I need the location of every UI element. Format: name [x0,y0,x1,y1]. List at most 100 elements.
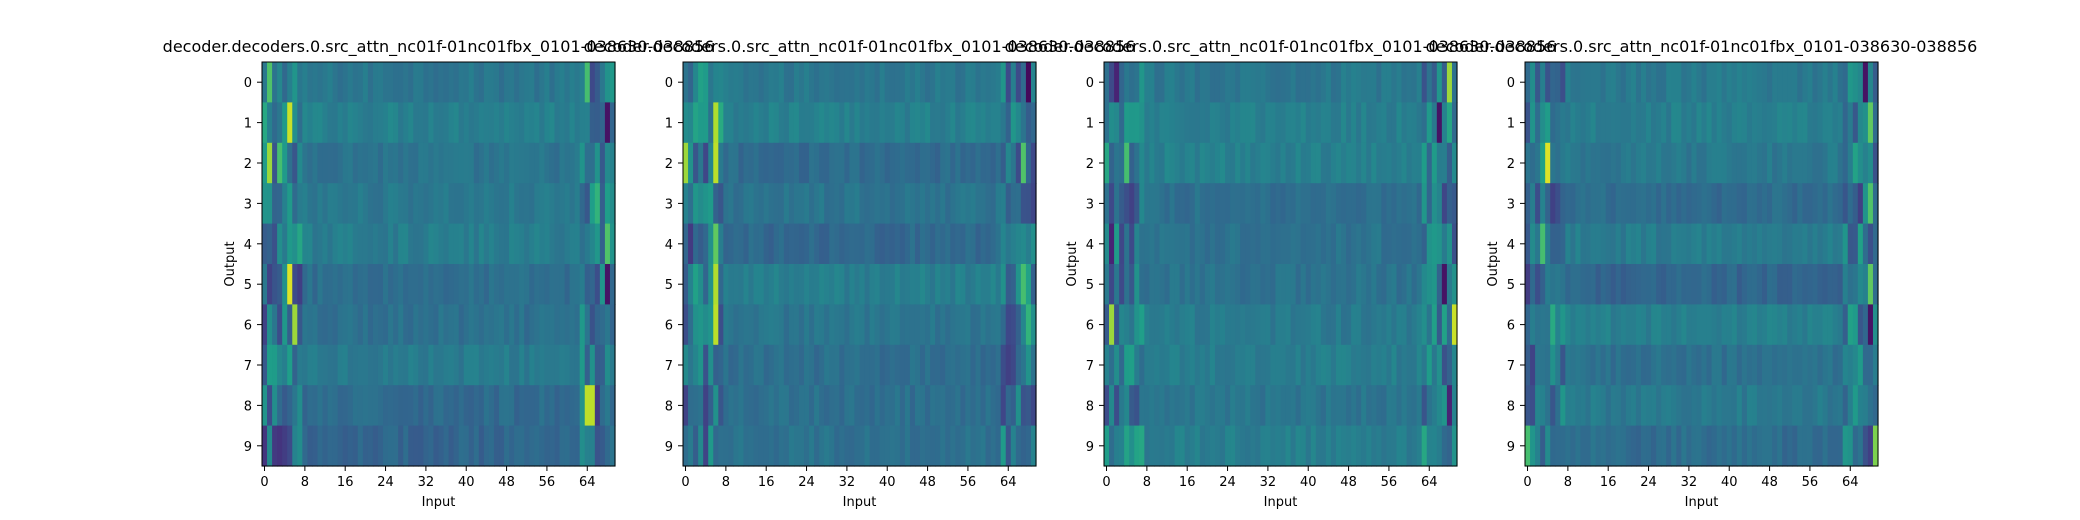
heatmap-cell [1605,62,1612,103]
heatmap-cell [1366,264,1372,305]
heatmap-cell [980,385,987,427]
heatmap-cell [307,344,314,386]
heatmap-cell [423,102,430,144]
heatmap-cell [688,304,694,346]
heatmap-cell [1245,425,1251,467]
x-tick-label: 24 [798,475,815,490]
heatmap-cell [1109,304,1115,346]
heatmap-cell [372,223,379,265]
heatmap-cell [1169,223,1176,265]
heatmap-cell [985,264,992,305]
heatmap-cell [1025,385,1032,427]
heatmap-cell [1620,344,1627,386]
heatmap-cell [1756,425,1763,467]
heatmap-cell [909,385,916,427]
heatmap-cell [1149,385,1156,427]
heatmap-cells [683,62,1037,467]
heatmap-cell [1260,62,1266,103]
heatmap-cell [549,344,556,386]
heatmap-cell [1315,62,1322,103]
heatmap-cell [413,304,419,346]
heatmap-cell [1545,183,1551,225]
heatmap-cell [1245,142,1251,184]
heatmap-cell [1371,62,1377,103]
heatmap-cell [1310,264,1317,305]
heatmap-cell [884,62,891,103]
heatmap-cell [995,344,1002,386]
heatmap-cell [1580,62,1587,103]
heatmap-cell [1842,385,1849,427]
heatmap-cell [1615,62,1622,103]
heatmap-cell [478,223,485,265]
heatmap-cell [1802,264,1808,305]
heatmap-cell [1580,183,1587,225]
heatmap-cell [1139,264,1145,305]
heatmap-cell [488,304,495,346]
heatmap-cell [1751,425,1758,467]
heatmap-cell [990,344,997,386]
heatmap-cell [549,102,556,144]
heatmap-cell [1696,183,1703,225]
heatmap-cell [889,425,896,467]
heatmap-cell [1741,344,1748,386]
heatmap-cell [418,223,424,265]
heatmap-cell [1381,62,1387,103]
heatmap-cell [1240,183,1246,225]
heatmap-cell [788,304,795,346]
heatmap-cell [579,344,586,386]
heatmap-cell [1260,304,1266,346]
heatmap-cell [1235,385,1241,427]
x-tick-label: 64 [1000,475,1017,490]
heatmap-cell [904,223,911,265]
heatmap-cell [1782,183,1788,225]
heatmap-cell [1751,223,1758,265]
heatmap-cell [1605,344,1612,386]
heatmap-cell [909,425,916,467]
heatmap-cell [1260,223,1266,265]
heatmap-cell [1525,142,1531,184]
heatmap-cell [524,183,530,225]
heatmap-cell [534,183,540,225]
heatmap-cell [1656,425,1662,467]
heatmap-cell [1179,344,1186,386]
heatmap-cell [1802,223,1808,265]
heatmap-cell [499,385,505,427]
heatmap-cell [1726,102,1733,144]
heatmap-cell [1656,304,1662,346]
heatmap-cell [499,304,505,346]
heatmap-cell [1837,344,1844,386]
heatmap-cell [272,223,278,265]
heatmap-cell [569,344,576,386]
heatmap-cell [1245,385,1251,427]
heatmap-cell [1109,385,1115,427]
heatmap-cell [337,142,344,184]
y-tick-label: 7 [1507,359,1515,374]
heatmap-cell [544,344,551,386]
heatmap-cell [1741,62,1748,103]
heatmap-cell [1149,425,1156,467]
heatmap-cell [914,223,921,265]
heatmap-cell [327,142,334,184]
heatmap-cell [1265,344,1272,386]
heatmap-cell [1341,264,1347,305]
heatmap-cell [1560,425,1566,467]
heatmap-cell [1194,425,1201,467]
heatmap-cell [519,62,525,103]
heatmap-cell [1305,142,1312,184]
heatmap-cell [403,102,409,144]
heatmap-cell [1204,223,1211,265]
heatmap-cell [1194,102,1201,144]
heatmap-cell [1671,425,1677,467]
heatmap-cell [1114,385,1120,427]
heatmap-cell [433,223,440,265]
heatmap-cell [1225,344,1231,386]
heatmap-cell [1847,385,1854,427]
heatmap-cell [1005,183,1012,225]
heatmap-cell [438,102,445,144]
heatmap-cell [302,344,308,386]
heatmap-cell [1230,62,1236,103]
heatmap-cell [312,223,319,265]
y-tick-label: 8 [665,399,673,414]
heatmap-cell [262,385,268,427]
y-tick-label: 0 [244,76,252,91]
